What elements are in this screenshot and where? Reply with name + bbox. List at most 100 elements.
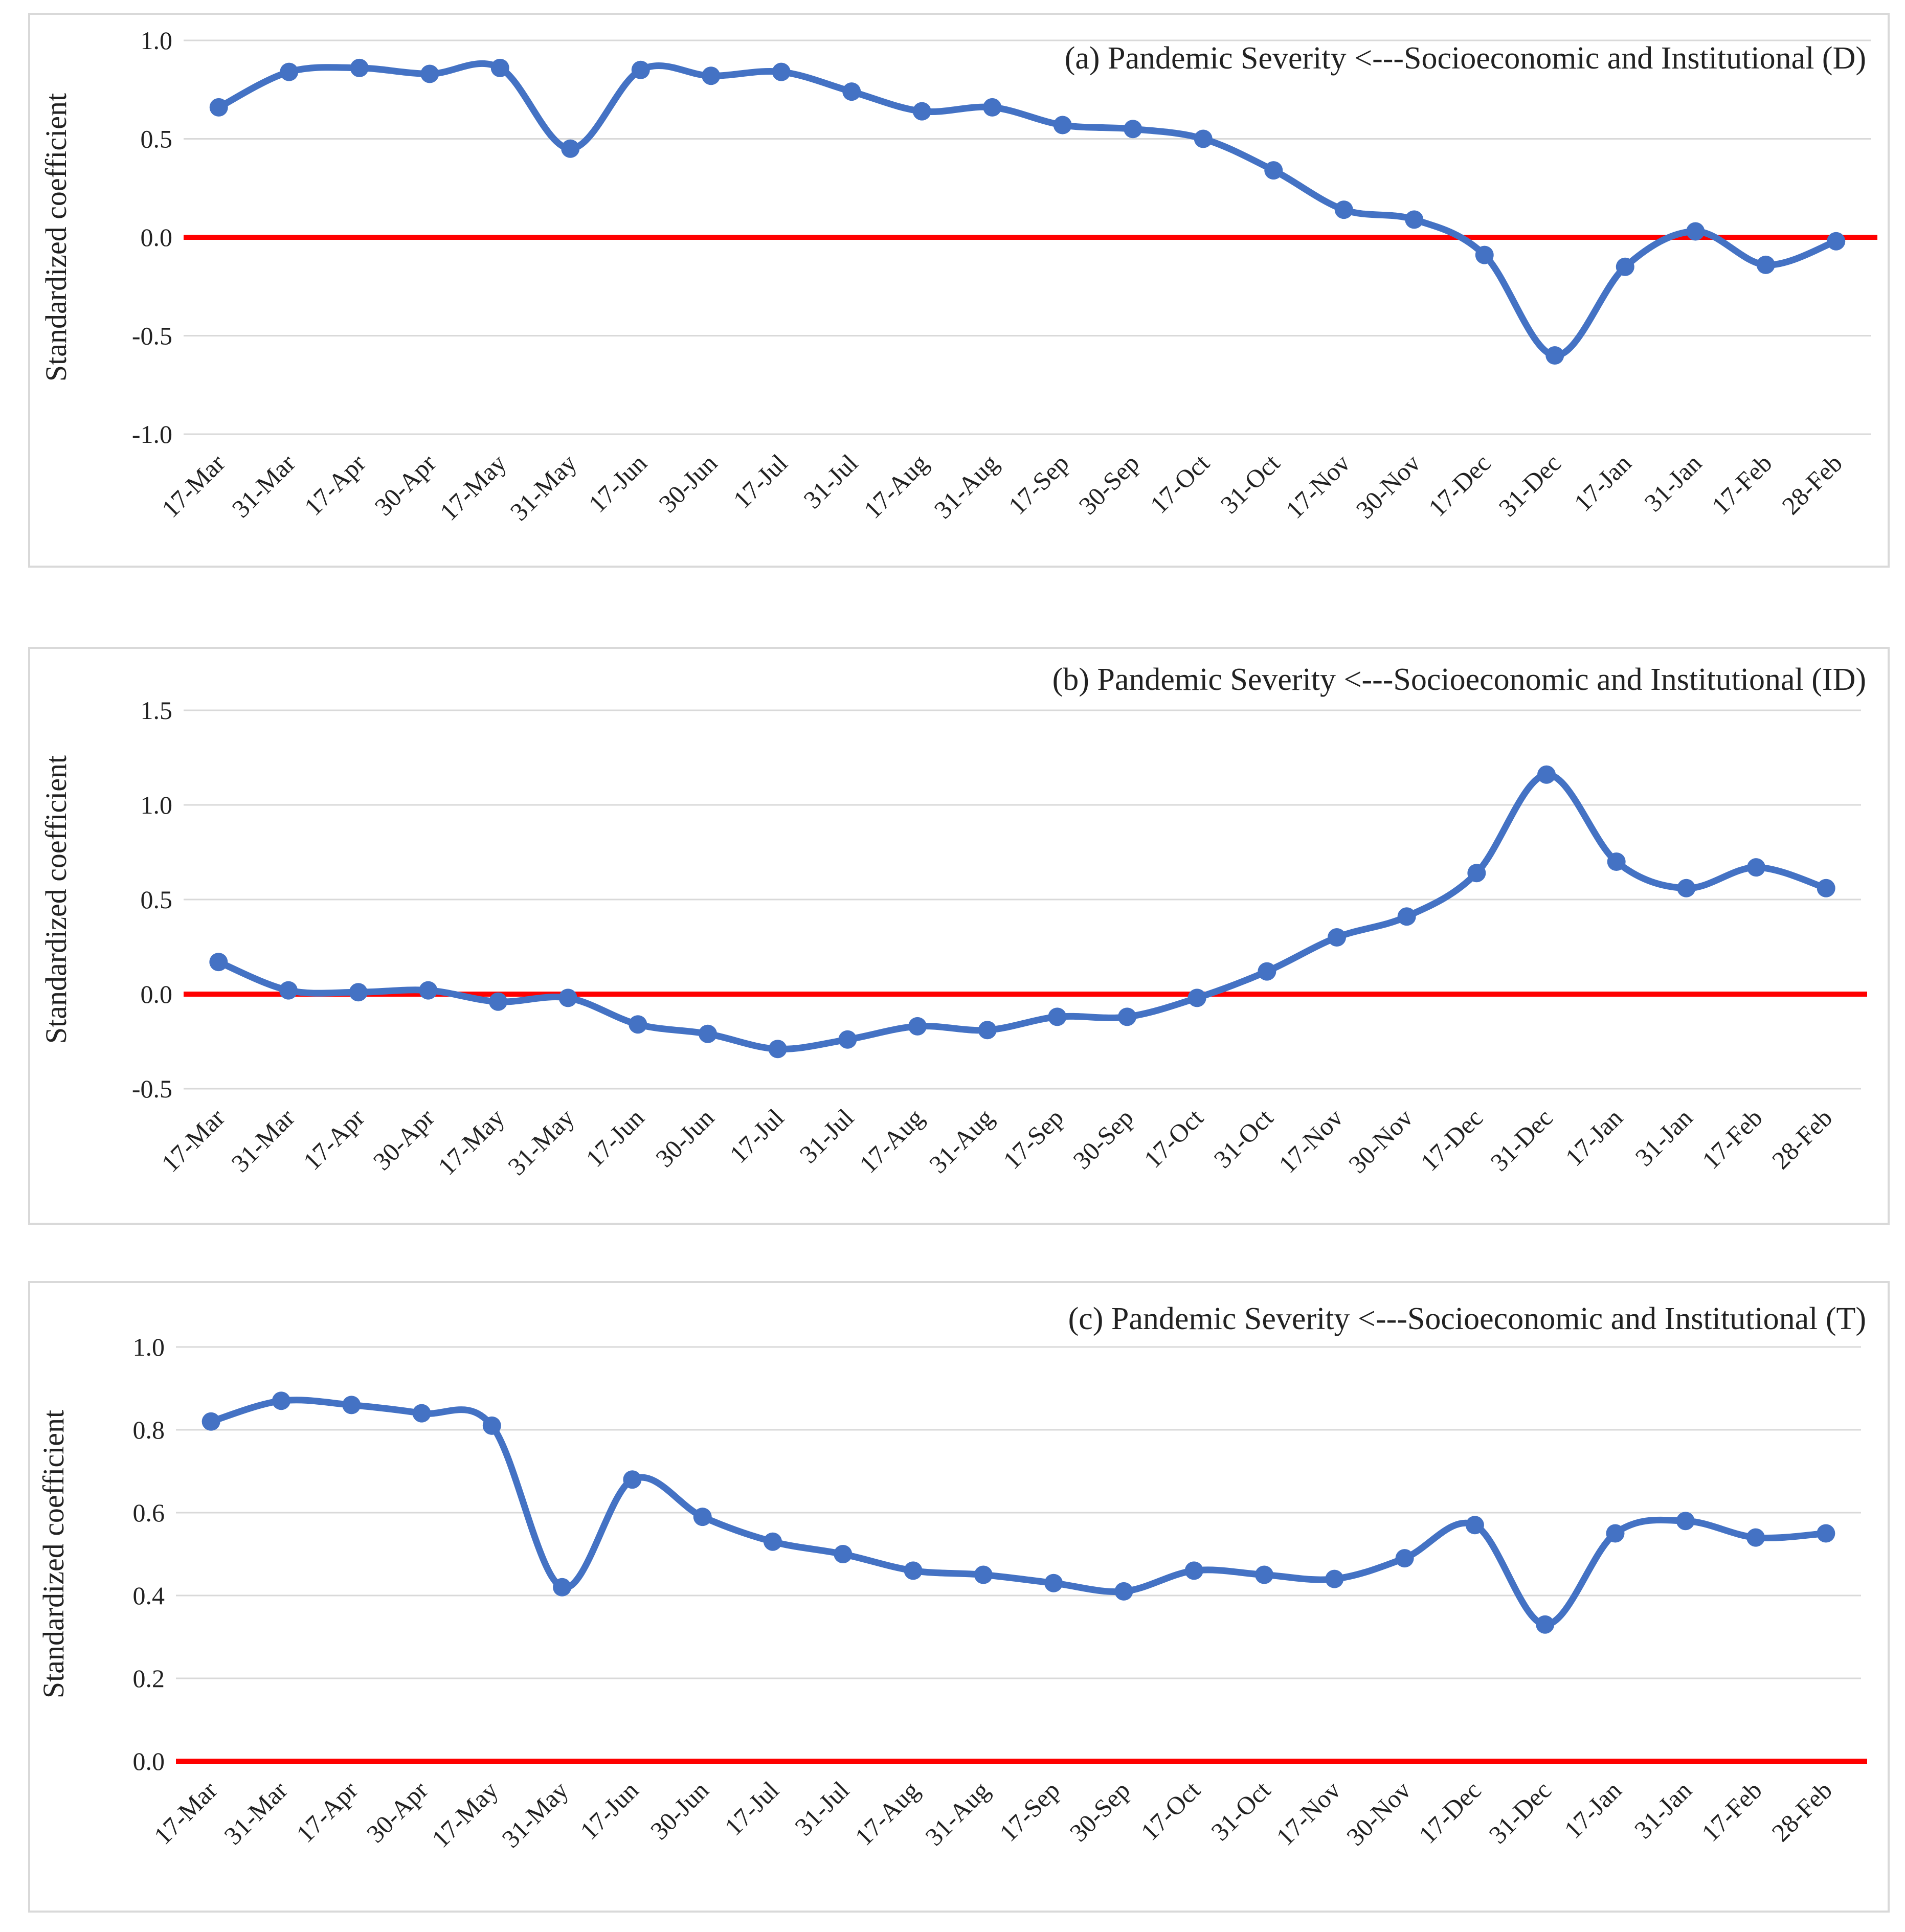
chart-b-data-point <box>1118 1007 1136 1026</box>
chart-c-xtick-label: 17-Nov <box>1270 1776 1346 1851</box>
chart-c-data-point <box>763 1532 782 1551</box>
chart-a-data-point <box>983 98 1002 117</box>
chart-c-data-point <box>412 1404 431 1423</box>
chart-c-title: (c) Pandemic Severity <---Socioeconomic … <box>1068 1301 1866 1336</box>
chart-c-xtick-label: 17-Apr <box>290 1776 363 1848</box>
chart-a-data-point <box>490 58 509 77</box>
chart-a-xtick-label: 31-Mar <box>226 448 301 523</box>
chart-b-data-point <box>1397 907 1416 926</box>
chart-a-xtick-label: 30-Nov <box>1350 448 1426 524</box>
chart-a-series-line <box>217 60 1837 359</box>
chart-a-data-point <box>1264 161 1283 180</box>
chart-b-data-point <box>908 1017 927 1036</box>
chart-b-xtick-label: 30-Jun <box>650 1103 720 1173</box>
chart-a-xtick-label: 17-Mar <box>156 448 231 523</box>
chart-b-data-point <box>489 992 507 1011</box>
chart-a-data-point <box>1053 116 1072 134</box>
chart-a-ylabel: Standardized coefficient <box>39 93 73 381</box>
chart-b-data-point <box>1187 989 1206 1007</box>
chart-a-xtick-label: 30-Jun <box>653 448 723 518</box>
chart-b-data-point <box>209 953 228 972</box>
chart-c-xtick-label: 30-Nov <box>1341 1776 1417 1851</box>
chart-c-xtick-label: 31-Dec <box>1483 1776 1557 1849</box>
chart-a-xtick-label: 17-Apr <box>299 448 371 521</box>
chart-a-xtick-label: 31-Jan <box>1639 448 1707 517</box>
chart-c-data-point <box>1746 1528 1765 1547</box>
chart-b-data-point <box>349 983 368 1002</box>
chart-c-data-point <box>1255 1565 1274 1584</box>
chart-c-xtick-label: 17-Aug <box>849 1776 925 1851</box>
chart-b-xtick-label: 30-Sep <box>1067 1103 1139 1175</box>
chart-b-xtick-label: 17-Mar <box>155 1103 230 1178</box>
chart-c-data-point <box>1114 1582 1133 1601</box>
chart-a-data-point <box>350 58 369 77</box>
chart-c-xtick-label: 17-Jul <box>719 1776 785 1841</box>
chart-b-series-line <box>217 771 1827 1052</box>
chart-a-data-point <box>1686 222 1705 241</box>
chart-a-xtick-label: 17-Sep <box>1003 448 1074 520</box>
chart-c-ytick-label: 1.0 <box>133 1333 165 1361</box>
chart-a-xtick-label: 28-Feb <box>1776 448 1848 520</box>
chart-b-data-point <box>629 1015 647 1034</box>
chart-c-ytick-label: 0.2 <box>133 1664 165 1693</box>
chart-a-xtick-label: 31-Oct <box>1215 448 1285 519</box>
chart-c-data-point <box>1606 1524 1625 1543</box>
chart-c-data-point <box>342 1396 361 1414</box>
chart-c-data-point <box>834 1545 853 1563</box>
chart-c-data-point <box>1395 1549 1414 1568</box>
chart-a-data-point <box>1124 120 1142 139</box>
chart-c-xtick-label: 17-Mar <box>148 1776 223 1850</box>
chart-c-ytick-label: 0.0 <box>133 1747 165 1776</box>
chart-b-data-point <box>1817 879 1835 897</box>
chart-c-xtick-label: 31-Aug <box>920 1776 995 1851</box>
chart-c-data-point <box>1817 1524 1835 1543</box>
chart-b-xtick-label: 30-Nov <box>1343 1103 1419 1179</box>
chart-b-data-point <box>1467 864 1486 883</box>
chart-c-xtick-label: 30-Apr <box>361 1776 434 1848</box>
chart-b-title: (b) Pandemic Severity <---Socioeconomic … <box>1052 662 1866 697</box>
chart-b-data-point <box>558 989 577 1007</box>
chart-a-data-point <box>280 62 299 81</box>
chart-b-data-point <box>978 1021 997 1040</box>
chart-c-data-point <box>904 1561 923 1580</box>
chart-c-xtick-label: 30-Jun <box>645 1776 714 1845</box>
chart-c-xtick-label: 17-Jun <box>574 1776 644 1845</box>
chart-c-xtick-label: 30-Sep <box>1064 1776 1135 1847</box>
chart-b-data-point <box>279 981 298 1000</box>
chart-panel-b: -0.5 0.0 0.5 1.0 1.5 17-Mar 31-Mar 17-Apr 30-Apr… <box>28 647 1890 1225</box>
chart-b-xtick-label: 17-Feb <box>1696 1103 1768 1175</box>
chart-b-xtick-label: 17-Oct <box>1138 1103 1209 1174</box>
chart-a-data-point <box>912 102 931 121</box>
chart-c-data-point <box>482 1416 501 1435</box>
chart-c-ytick-label: 0.8 <box>133 1416 165 1444</box>
chart-c-xtick-label: 17-May <box>426 1776 504 1853</box>
chart-a-data-point <box>772 62 791 81</box>
chart-c-xtick-label: 31-Jul <box>789 1776 855 1841</box>
chart-a-data-point <box>209 98 228 117</box>
chart-b-xtick-label: 17-May <box>432 1103 510 1181</box>
chart-b-xtick-label: 17-Apr <box>298 1103 370 1176</box>
chart-a-data-point <box>1475 245 1494 264</box>
chart-a-xtick-label: 17-Aug <box>858 448 934 524</box>
chart-c-data-point <box>1184 1561 1203 1580</box>
chart-c-ytick-label: 0.4 <box>133 1581 165 1610</box>
chart-c-data-point <box>1325 1569 1344 1588</box>
chart-c-xtick-label: 31-May <box>496 1776 574 1853</box>
chart-b-xtick-label: 30-Apr <box>367 1103 440 1176</box>
chart-b-xtick-label: 31-Dec <box>1485 1103 1558 1177</box>
chart-a-xtick-label: 17-Dec <box>1423 448 1496 522</box>
chart-b-ytick-label: -0.5 <box>132 1074 172 1103</box>
chart-a-xtick-label: 17-Jul <box>728 448 793 514</box>
chart-b-data-point <box>1048 1007 1067 1026</box>
chart-a-xtick-label: 17-May <box>434 448 512 526</box>
chart-panel-c: 0.0 0.2 0.4 0.6 0.8 1.0 17-Mar 31-Mar 17-Apr 30-A… <box>28 1281 1890 1913</box>
chart-a-ytick-label: -1.0 <box>132 420 172 448</box>
chart-b-data-point <box>1328 928 1346 947</box>
chart-a-data-point <box>1616 257 1634 276</box>
chart-b-data-point <box>1537 765 1556 784</box>
chart-c-data-point <box>1536 1615 1555 1634</box>
chart-a-svg: -1.0 -0.5 0.0 0.5 1.0 17-Mar31-Mar17-Apr30-Ap… <box>39 26 1877 526</box>
chart-b-data-point <box>699 1024 717 1043</box>
chart-c-data-point <box>1465 1516 1484 1535</box>
chart-a-ytick-label: 0.0 <box>141 223 173 252</box>
